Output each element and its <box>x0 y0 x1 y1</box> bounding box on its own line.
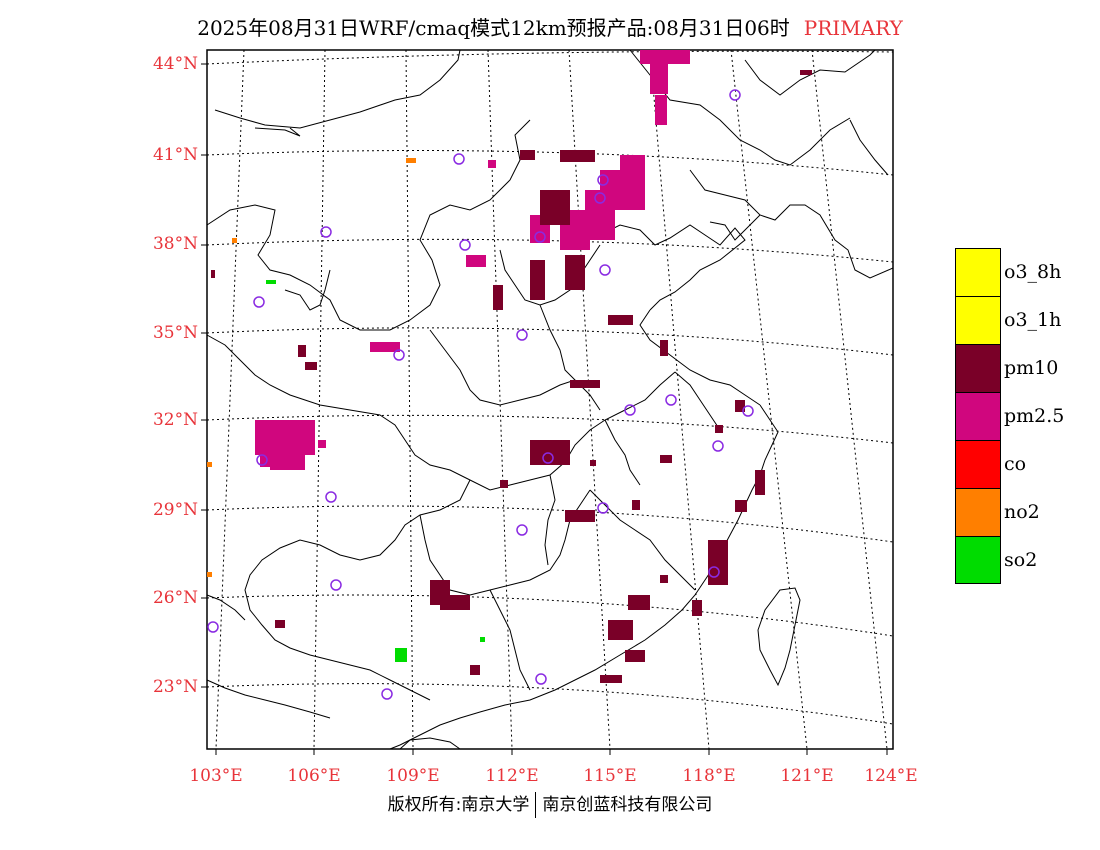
map-frame <box>206 49 894 750</box>
legend-label: o3_8h <box>1004 261 1062 283</box>
lon-label: 106°E <box>287 766 341 786</box>
no2-cells <box>207 158 416 577</box>
lat-label: 32°N <box>152 410 198 430</box>
lat-label: 23°N <box>152 677 198 697</box>
legend: o3_8h o3_1h pm10 pm2.5 co no2 so2 <box>955 248 1064 584</box>
lat-label: 38°N <box>152 234 198 254</box>
copyright-owner: 版权所有:南京大学 <box>387 795 530 815</box>
legend-label: pm10 <box>1004 357 1059 379</box>
lon-label: 121°E <box>780 766 834 786</box>
legend-swatch-co: co <box>955 440 1026 488</box>
parallel-38 <box>206 238 894 263</box>
lon-label: 124°E <box>864 766 918 786</box>
meridian-118 <box>649 49 710 750</box>
legend-swatch-o3-8h: o3_8h <box>955 248 1061 296</box>
parallel-29 <box>206 505 894 543</box>
map-title: 2025年08月31日WRF/cmaq模式12km预报产品:08月31日06时 P… <box>0 12 1100 41</box>
boundaries <box>206 49 894 750</box>
taiwan-outline <box>757 587 801 687</box>
lat-label: 44°N <box>152 54 198 74</box>
legend-swatch-o3-1h: o3_1h <box>955 296 1061 344</box>
so2-cells <box>266 280 485 662</box>
pm25-cells <box>255 50 690 470</box>
legend-swatch-so2: so2 <box>955 536 1037 584</box>
meridian-115 <box>568 49 611 750</box>
pm10-cells <box>211 70 812 683</box>
meridian-109 <box>405 49 414 750</box>
legend-label: so2 <box>1004 549 1038 571</box>
meridian-106 <box>313 49 326 750</box>
lon-label: 118°E <box>682 766 736 786</box>
parallel-35 <box>206 327 894 356</box>
parallel-26 <box>206 594 894 637</box>
legend-label: o3_1h <box>1004 309 1062 331</box>
legend-label: co <box>1004 453 1027 475</box>
legend-swatch-pm10: pm10 <box>955 344 1058 392</box>
parallel-32 <box>206 414 894 444</box>
axis-ticks <box>201 63 888 755</box>
lat-label: 41°N <box>152 145 198 165</box>
map-title-tag: PRIMARY <box>803 16 903 40</box>
map-title-main: 2025年08月31日WRF/cmaq模式12km预报产品:08月31日06时 <box>197 16 790 40</box>
parallel-44 <box>206 50 894 65</box>
parallel-23 <box>206 683 894 725</box>
footer-separator <box>535 792 537 818</box>
legend-label: no2 <box>1004 501 1040 523</box>
meridian-124 <box>811 49 888 750</box>
lon-label: 115°E <box>583 766 637 786</box>
lat-label: 29°N <box>152 500 198 520</box>
meridian-112 <box>487 49 513 750</box>
meridian-103 <box>215 49 245 750</box>
lon-label: 109°E <box>386 766 440 786</box>
lon-label: 112°E <box>485 766 539 786</box>
legend-swatch-pm25: pm2.5 <box>955 392 1064 440</box>
city-markers <box>207 89 754 700</box>
copyright-company: 南京创蓝科技有限公司 <box>542 795 713 815</box>
meridian-121 <box>730 49 808 750</box>
legend-label: pm2.5 <box>1004 405 1065 427</box>
graticule <box>206 49 894 750</box>
lat-label: 26°N <box>152 588 198 608</box>
legend-swatch-no2: no2 <box>955 488 1040 536</box>
pollution-cells <box>207 50 812 683</box>
lon-label: 103°E <box>189 766 243 786</box>
parallel-41 <box>206 150 894 176</box>
lat-label: 35°N <box>152 323 198 343</box>
copyright-footer: 版权所有:南京大学 南京创蓝科技有限公司 <box>0 790 1100 818</box>
